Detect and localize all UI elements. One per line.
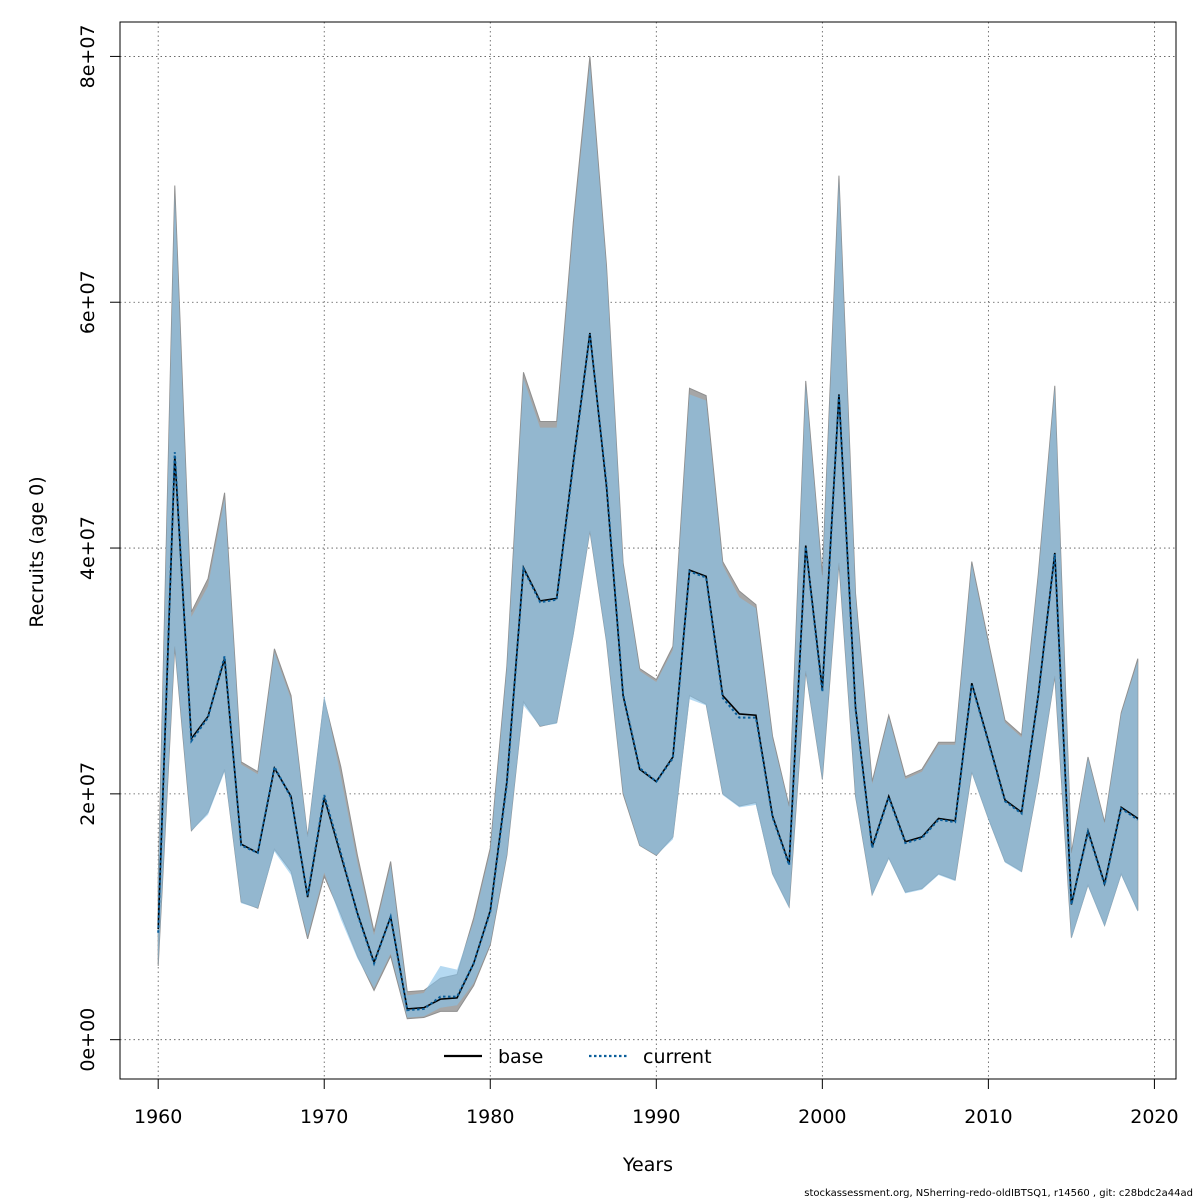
y-tick-label: 4e+07 (77, 516, 99, 580)
y-axis-title: Recruits (age 0) (26, 476, 48, 627)
series-lines (157, 332, 1139, 1012)
x-tick-label: 1980 (466, 1106, 514, 1128)
y-tick-label: 8e+07 (77, 24, 99, 88)
confidence-bands (157, 56, 1139, 1020)
legend-label-base: base (498, 1046, 543, 1068)
x-tick-label: 2000 (798, 1106, 846, 1128)
x-axis: 1960 1970 1980 1990 2000 2010 2020 (134, 1079, 1179, 1128)
footer-source-text: stockassessment.org, NSherring-redo-oldI… (804, 1188, 1193, 1199)
x-tick-label: 1960 (134, 1106, 182, 1128)
x-tick-label: 1990 (632, 1106, 680, 1128)
y-tick-label: 6e+07 (77, 270, 99, 334)
plot-frame (119, 21, 1177, 1080)
legend-label-current: current (643, 1046, 712, 1068)
y-axis: 0e+00 2e+07 4e+07 6e+07 8e+07 (77, 24, 120, 1072)
x-axis-title: Years (622, 1154, 673, 1176)
y-tick-label: 0e+00 (77, 1008, 99, 1072)
x-tick-label: 2020 (1130, 1106, 1178, 1128)
grid-lines (120, 22, 1176, 1079)
y-tick-label: 2e+07 (77, 762, 99, 826)
x-tick-label: 2010 (964, 1106, 1012, 1128)
legend: base current (444, 1046, 712, 1068)
x-tick-label: 1970 (300, 1106, 348, 1128)
confidence-band-current (158, 63, 1138, 1018)
